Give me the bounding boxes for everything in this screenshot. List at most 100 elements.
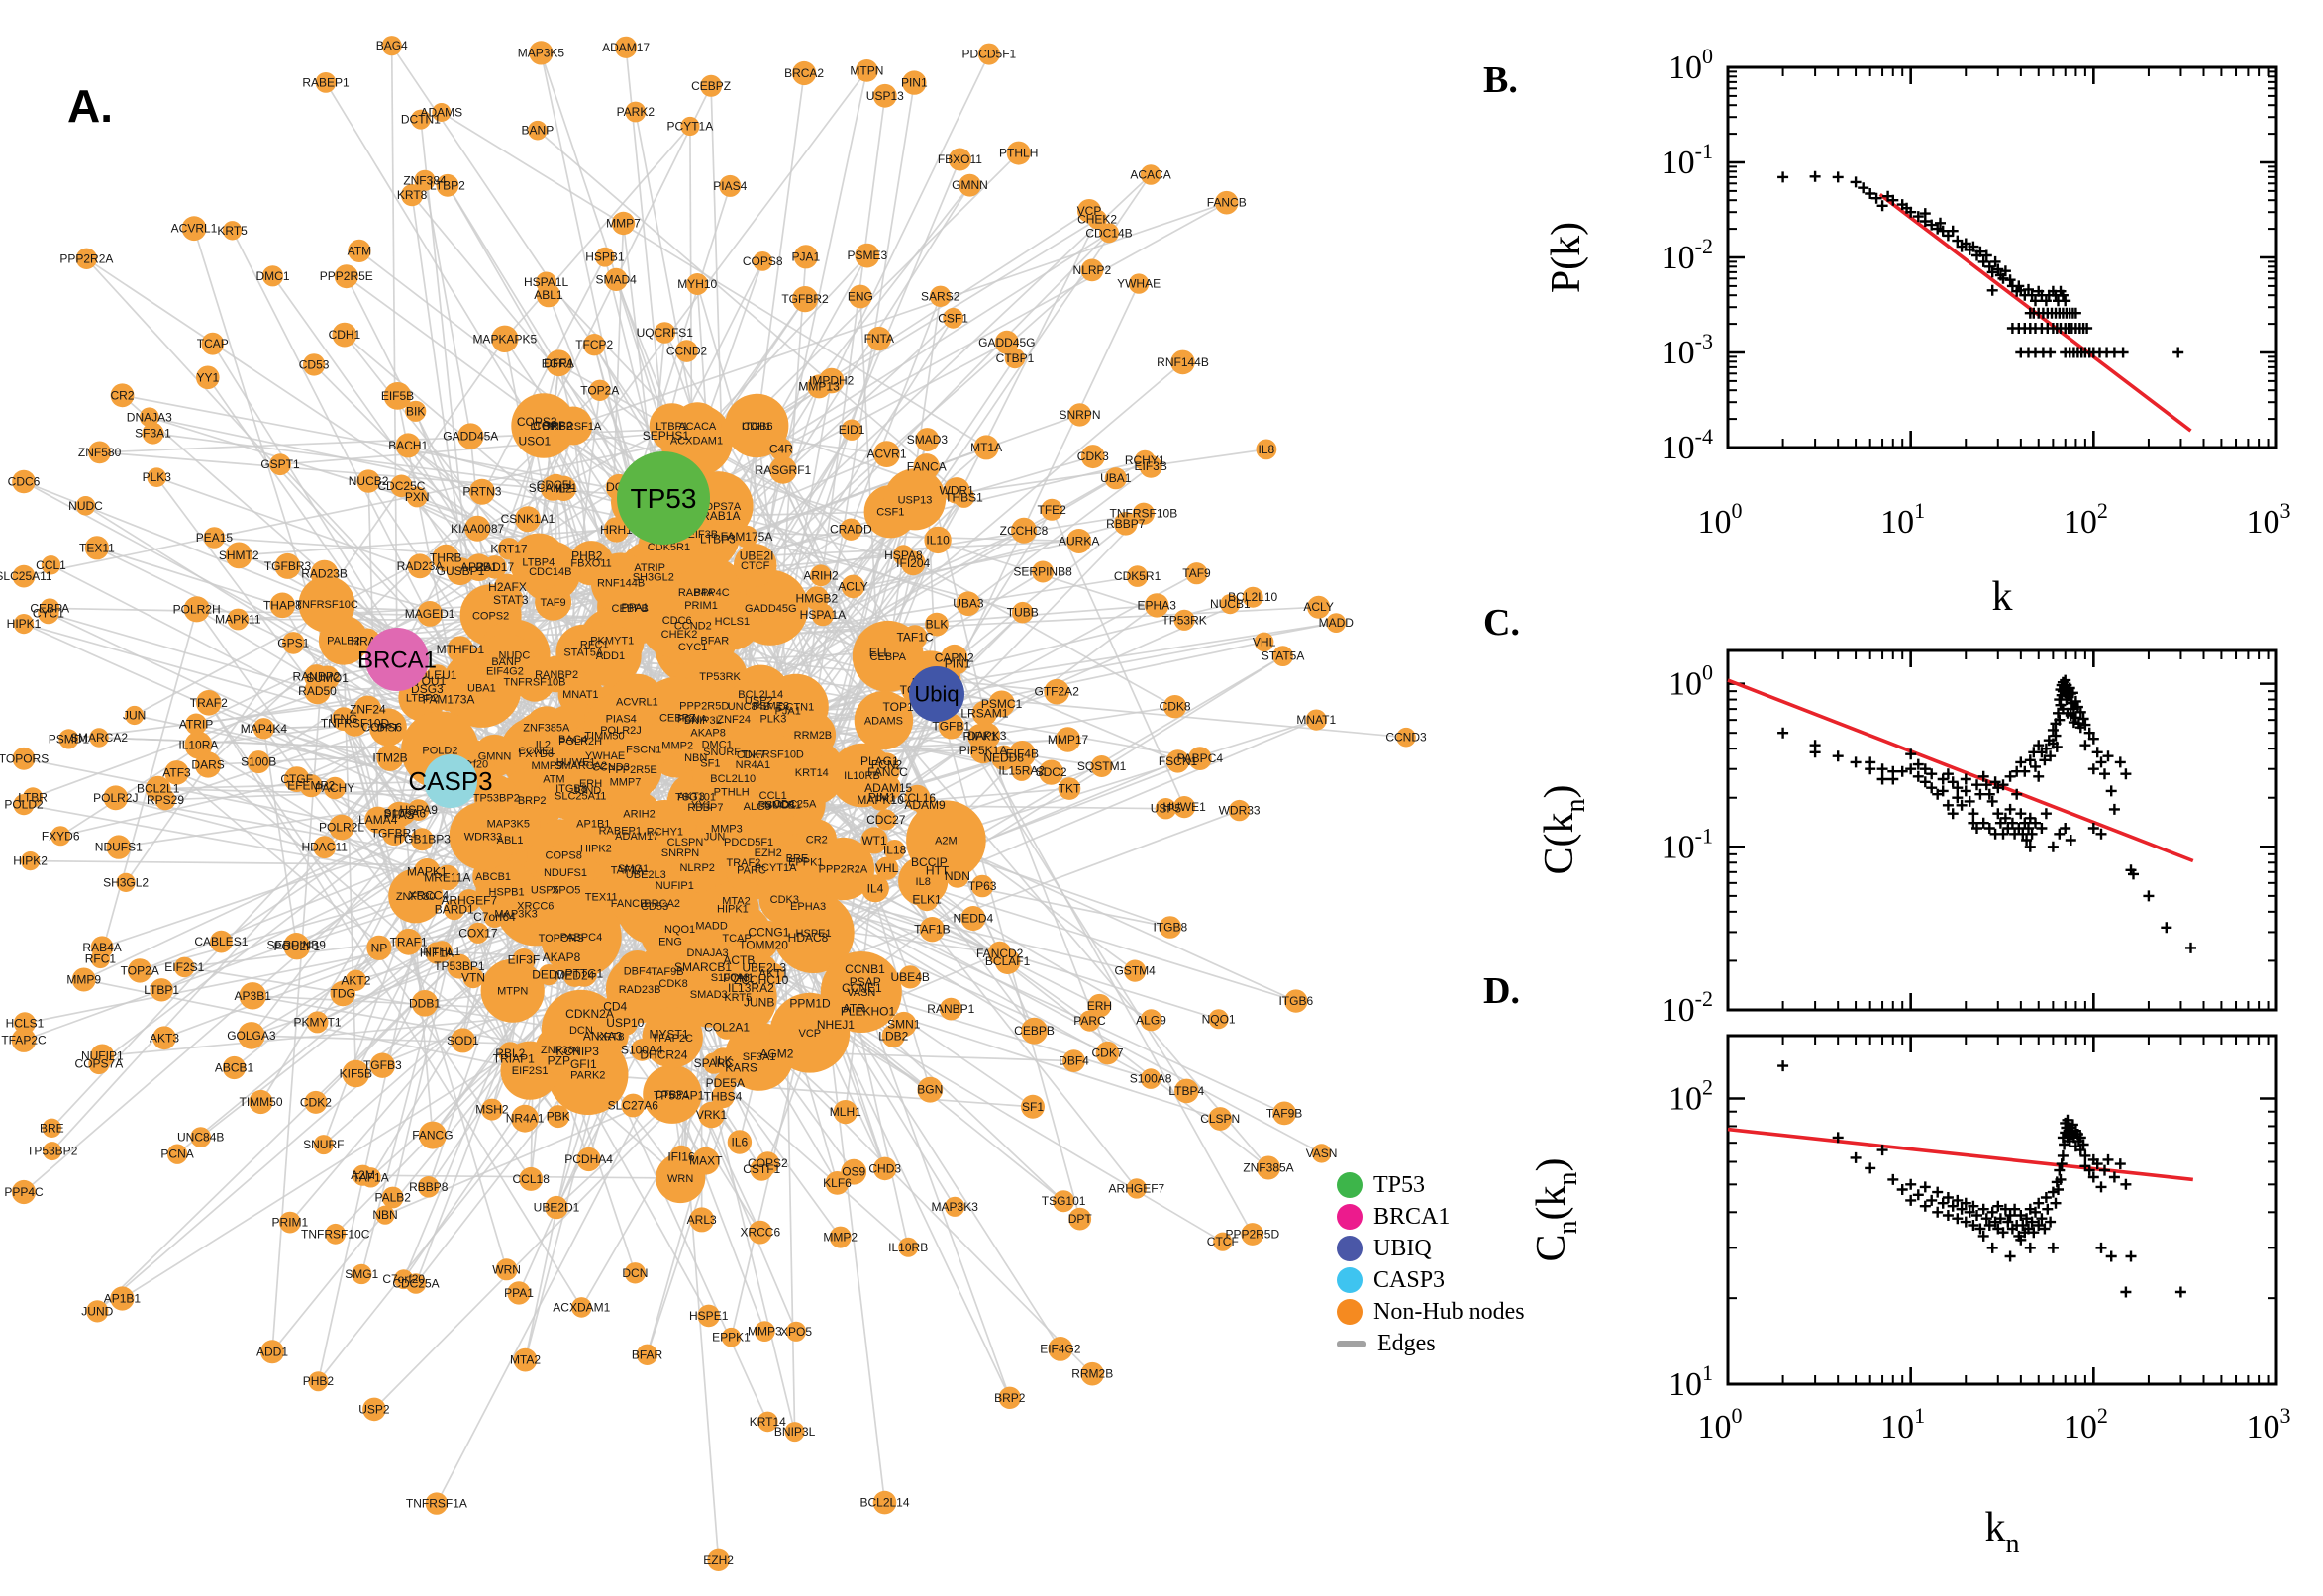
network-node-label: EPPK1 <box>788 857 823 869</box>
network-node <box>364 806 392 834</box>
network-node <box>691 1147 720 1175</box>
network-node-label: PCNA <box>677 713 708 725</box>
network-node <box>764 1043 788 1066</box>
network-node-label: VHL <box>875 861 899 875</box>
network-node-label: TNFRSF10C <box>301 1227 370 1241</box>
network-node <box>900 550 926 576</box>
network-node-label: PCYT1A <box>755 862 797 874</box>
network-node-label: FANCB <box>1207 196 1247 210</box>
network-node <box>225 542 252 569</box>
network-node-label: LTBP1 <box>656 421 688 433</box>
network-node <box>1126 1178 1148 1199</box>
network-node-label: MMP2 <box>661 741 693 752</box>
network-node-label: GOLGA3 <box>227 1029 276 1043</box>
network-node-label: UBE4B <box>891 970 930 984</box>
network-node-label: PCNA <box>160 1147 193 1161</box>
network-node-label: USP2 <box>745 695 773 707</box>
network-node-label: CABLES1 <box>194 935 248 948</box>
network-node <box>222 1055 247 1080</box>
network-node-label: TP63 <box>968 879 997 893</box>
network-node-label: ACVRL1 <box>171 222 218 236</box>
network-node <box>870 786 893 809</box>
network-node <box>401 184 424 207</box>
axis-ticks <box>1726 1036 2278 1386</box>
network-node-label: DCTN1 <box>401 113 441 127</box>
network-node-label: AKT3 <box>150 1031 179 1045</box>
network-node-label: GSTM4 <box>1115 964 1157 978</box>
network-node-label: COPS6 <box>361 721 402 735</box>
network-node <box>1220 594 1241 615</box>
network-node-label: MMP3 <box>711 823 743 835</box>
network-node-label: LTBR <box>530 421 556 433</box>
legend-item-brca1: BRCA1 <box>1337 1204 1525 1230</box>
network-node <box>329 814 354 841</box>
network-node <box>507 1281 531 1305</box>
network-node-label: PPP2R5D <box>679 701 729 713</box>
network-node-label: TFAP2C <box>1 1034 47 1047</box>
network-node-label: ACVR1 <box>866 448 906 461</box>
network-node <box>769 455 797 484</box>
chart-b: 100 101 102 103 100 10-1 10-2 10-3 10-4 k P(k) <box>1544 44 2291 620</box>
network-node <box>551 947 572 968</box>
network-node <box>924 526 952 554</box>
network-node-label: PSME3 <box>753 700 789 712</box>
network-node <box>418 1176 440 1198</box>
network-node <box>196 365 220 390</box>
network-node <box>704 526 732 553</box>
network-node-label: NQO1 <box>1202 1012 1236 1026</box>
network-node <box>1208 1009 1229 1030</box>
network-node-label: TAF9B <box>1266 1106 1302 1120</box>
network-node <box>1006 141 1031 165</box>
network-node-label: TAF9 <box>1182 566 1211 580</box>
network-node-label: RABEP1 <box>599 825 642 837</box>
network-node-label: EIF2S1 <box>164 960 204 974</box>
network-node <box>860 827 888 854</box>
network-node-label: S100A4 <box>621 1043 663 1056</box>
network-node <box>413 858 441 885</box>
network-node-label: TOPORS <box>0 751 49 765</box>
network-node <box>807 374 832 399</box>
network-node-label: SEPHS1 <box>643 429 690 443</box>
network-node-label: RCHY1 <box>1125 453 1165 467</box>
network-node <box>971 700 998 727</box>
network-node-label: EPPK1 <box>712 1331 751 1345</box>
network-node-label: COPS3 <box>517 415 557 429</box>
network-node-label: CD4 <box>603 1000 627 1014</box>
network-node-label: AKAP8 <box>690 727 725 739</box>
network-node <box>356 469 380 493</box>
network-node-label: TRAF1 <box>390 935 428 948</box>
plot-frame <box>1726 648 2278 1012</box>
network-node-label: PDCD5F1 <box>724 837 773 848</box>
network-node-label: EGR1 <box>542 357 574 371</box>
network-node-label: PLAG1 <box>860 754 899 768</box>
network-node-label: CD53 <box>641 901 668 913</box>
network-node <box>313 836 337 859</box>
network-node-label: LTBP4 <box>522 557 555 569</box>
network-node <box>542 414 564 437</box>
network-node-label: DEDD <box>532 968 565 982</box>
network-node <box>756 1151 780 1175</box>
network-node-label: FAM175A <box>721 530 773 544</box>
network-node-label: MMP7 <box>606 217 641 231</box>
network-node <box>249 1089 273 1115</box>
network-node-label: RAD23B <box>301 567 348 581</box>
legend-label-ubiq: UBIQ <box>1373 1235 1432 1261</box>
network-node-label: MADD <box>695 920 727 932</box>
network-node-label: UNC84B <box>177 1131 224 1145</box>
network-node-label: STAT5A <box>1262 649 1305 663</box>
network-node <box>714 1015 740 1040</box>
network-node <box>13 1012 37 1035</box>
network-node <box>868 750 890 772</box>
network-node-label: DHCR24 <box>640 1048 687 1062</box>
network-node <box>652 677 733 758</box>
tick-label: 10-4 <box>1662 424 1713 466</box>
network-node-label: CSF1 <box>876 507 904 519</box>
network-node-label: PABPC4 <box>560 932 603 944</box>
network-node-label: TRAF2 <box>190 696 228 710</box>
network-node-label: IL2 <box>556 481 572 495</box>
network-node-label: HCLS1 <box>6 1016 45 1030</box>
network-node-label: RPS29 <box>147 793 184 807</box>
network-node-label: ACXDAM1 <box>670 436 723 448</box>
network-node-label: WDR33 <box>464 831 503 843</box>
network-node-label: AKT2 <box>341 973 370 987</box>
